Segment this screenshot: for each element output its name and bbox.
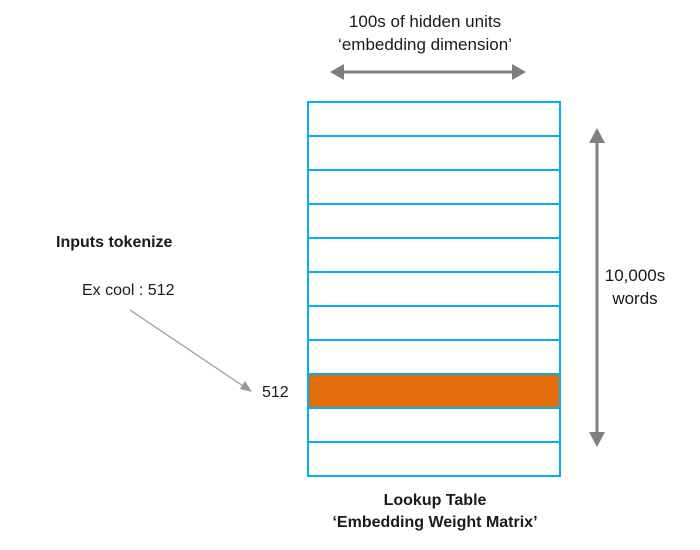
table-row [307, 203, 561, 239]
table-row [307, 305, 561, 341]
lookup-table [307, 101, 561, 477]
table-row [307, 339, 561, 375]
lookup-table-title: Lookup Table [383, 492, 487, 509]
embedding-dimension-line2: ‘embedding dimension’ [338, 35, 512, 54]
vocab-size-line2: words [612, 289, 658, 308]
table-row [307, 237, 561, 273]
table-row [307, 407, 561, 443]
row-index-label: 512 [262, 384, 289, 401]
table-row [307, 271, 561, 307]
table-row [307, 101, 561, 137]
inputs-title: Inputs tokenize [56, 234, 173, 251]
vocab-size-arrow [589, 128, 605, 447]
embedding-dimension-line1: 100s of hidden units [348, 12, 502, 31]
table-row-highlighted [307, 373, 561, 409]
vocab-size-line1: 10,000s [604, 266, 666, 285]
table-row [307, 135, 561, 171]
table-row [307, 169, 561, 205]
example-text: Ex cool : 512 [82, 282, 175, 299]
vocab-size-label: 10,000s words [600, 264, 670, 310]
lookup-table-subtitle: ‘Embedding Weight Matrix’ [332, 514, 538, 531]
embedding-dimension-label: 100s of hidden units ‘embedding dimensio… [320, 10, 530, 56]
lookup-pointer-arrow [129, 309, 252, 392]
embedding-dimension-arrow [330, 64, 526, 80]
table-row [307, 441, 561, 477]
lookup-table-caption: Lookup Table ‘Embedding Weight Matrix’ [270, 490, 600, 534]
